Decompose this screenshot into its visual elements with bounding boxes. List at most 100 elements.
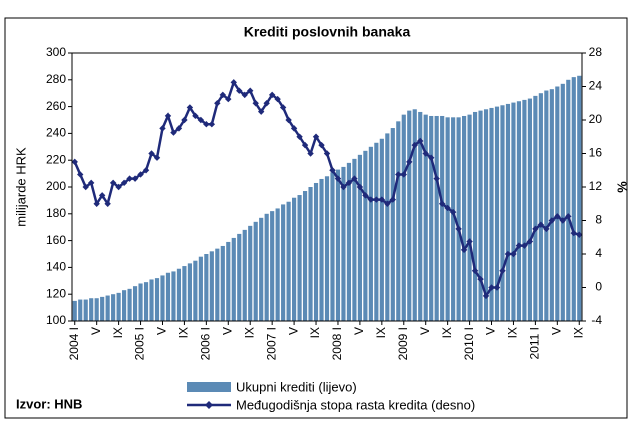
bar	[160, 275, 165, 321]
bar	[385, 133, 390, 321]
y2-tick-label: 24	[589, 79, 603, 93]
bar	[522, 99, 527, 322]
marker	[104, 200, 111, 207]
bar	[418, 111, 423, 322]
marker	[499, 267, 506, 274]
marker	[493, 284, 501, 291]
y2-tick-label: 16	[589, 146, 603, 160]
marker	[504, 250, 512, 258]
legend-swatch	[205, 401, 213, 409]
bar	[292, 197, 297, 321]
marker	[395, 171, 402, 178]
bar	[78, 299, 83, 321]
bar	[577, 75, 582, 321]
bar	[346, 162, 352, 321]
marker	[559, 217, 567, 224]
bar	[204, 254, 209, 321]
bar	[341, 166, 346, 321]
x-tick-label: V	[484, 327, 498, 335]
bar	[440, 115, 445, 321]
marker	[77, 171, 84, 178]
bar	[138, 283, 143, 321]
chart-title: Krediti poslovnih banaka	[244, 24, 411, 40]
x-tick-label: V	[155, 327, 169, 335]
y2-tick-label: 8	[595, 213, 602, 227]
bar	[566, 79, 571, 321]
marker	[219, 91, 227, 99]
y2-tick-label: 0	[595, 280, 602, 294]
marker	[115, 183, 122, 191]
bar	[116, 292, 121, 321]
x-tick-label: 2007 I	[264, 327, 278, 360]
bar	[127, 288, 132, 321]
x-tick-label: IX	[374, 327, 388, 338]
bar	[505, 103, 511, 321]
marker	[148, 150, 155, 157]
legend-swatch	[187, 382, 231, 392]
marker	[373, 196, 380, 203]
marker	[488, 284, 495, 291]
bar	[335, 169, 341, 321]
marker	[208, 120, 216, 128]
y-tick-label: 220	[46, 152, 66, 166]
bar	[472, 111, 478, 322]
marker	[323, 150, 331, 157]
bar	[363, 150, 368, 321]
plot-frame	[71, 52, 583, 322]
marker	[411, 141, 418, 149]
marker	[126, 175, 133, 182]
bar	[165, 272, 171, 321]
marker	[186, 104, 194, 111]
bar	[489, 107, 494, 321]
x-tick-label: V	[549, 327, 563, 335]
marker	[71, 158, 78, 166]
x-tick-label: 2004 I	[67, 327, 81, 360]
marker	[137, 171, 144, 178]
marker	[406, 158, 413, 166]
y-tick-label: 240	[46, 126, 66, 140]
bar	[516, 101, 522, 322]
x-tick-label: 2005 I	[133, 327, 147, 360]
bar	[511, 102, 516, 321]
marker	[274, 95, 281, 103]
y-tick-label: 280	[46, 72, 66, 86]
bar	[308, 187, 313, 321]
bar	[374, 142, 379, 321]
bar	[483, 109, 489, 321]
bar	[456, 117, 461, 321]
bar	[231, 237, 236, 321]
bar	[100, 296, 105, 321]
marker	[142, 167, 150, 174]
bar	[544, 90, 549, 322]
bar	[467, 114, 472, 321]
bar	[357, 154, 362, 321]
bar	[122, 290, 127, 321]
marker	[203, 120, 210, 128]
bar	[330, 172, 335, 321]
x-tick-label: IX	[111, 327, 125, 338]
bar	[445, 117, 450, 321]
y2-tick-label: 12	[589, 179, 603, 193]
bar	[176, 268, 182, 321]
bar	[259, 217, 264, 321]
x-tick-label: IX	[571, 327, 585, 338]
bar	[237, 233, 242, 321]
legend-label: Ukupni krediti (lijevo)	[236, 379, 357, 394]
marker	[329, 167, 336, 174]
marker	[526, 238, 534, 245]
bar	[412, 109, 417, 321]
bar	[220, 245, 225, 321]
marker	[477, 275, 484, 283]
bar	[368, 146, 373, 321]
y2-tick-label: 28	[589, 45, 603, 59]
y-axis-label: milijarde HRK	[13, 147, 28, 227]
bar	[281, 204, 286, 321]
bar	[319, 178, 324, 321]
marker	[120, 179, 128, 187]
marker	[433, 175, 440, 182]
x-tick-label: IX	[177, 327, 191, 338]
marker	[290, 125, 298, 132]
bar	[527, 98, 532, 321]
marker	[225, 95, 232, 103]
x-tick-label: 2008 I	[330, 327, 344, 360]
